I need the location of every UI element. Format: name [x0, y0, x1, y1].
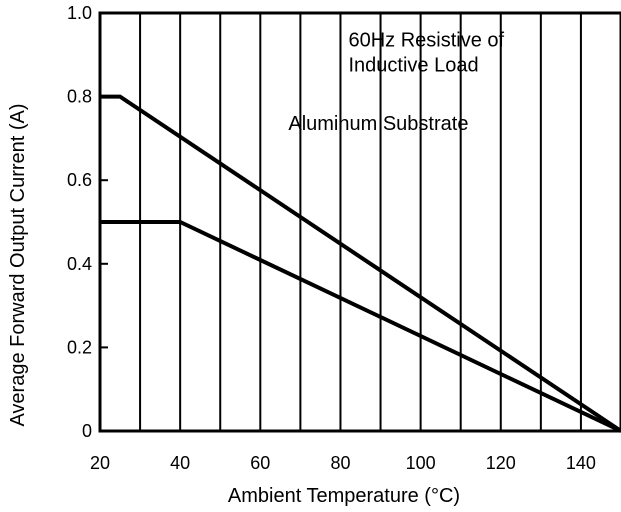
- plot-frame: [98, 11, 621, 433]
- annotation-1: Inductive Load: [348, 55, 478, 77]
- frame-layer: [98, 11, 621, 433]
- annotation-2: Aluminum Substrate: [288, 113, 468, 135]
- series-layer: [100, 94, 621, 433]
- x-axis-title: Ambient Temperature (°C): [228, 485, 460, 507]
- y-tick-label-4: 0.8: [67, 87, 92, 107]
- x-tick-label-1: 40: [170, 453, 190, 473]
- x-tick-label-5: 120: [486, 453, 516, 473]
- x-tick-label-0: 20: [90, 453, 110, 473]
- x-tick-label-6: 140: [566, 453, 596, 473]
- y-tick-label-0: 0: [82, 421, 92, 441]
- tick-layer: 0 0.2 0.4 0.6 0.8 1.0 20 40 60 80 100 120 140: [67, 3, 596, 473]
- x-tick-label-2: 60: [250, 453, 270, 473]
- series-line-0: [100, 94, 621, 433]
- annotation-layer: 60Hz Resistive of Inductive Load Aluminum …: [288, 29, 504, 135]
- y-tick-label-3: 0.6: [67, 170, 92, 190]
- grid-layer: [139, 13, 582, 431]
- y-tick-label-1: 0.2: [67, 337, 92, 357]
- x-tick-label-4: 100: [406, 453, 436, 473]
- y-axis-title: Average Forward Output Current (A): [7, 103, 29, 426]
- y-tick-label-2: 0.4: [67, 254, 92, 274]
- y-tick-label-5: 1.0: [67, 3, 92, 23]
- series-line-1: [100, 220, 621, 433]
- x-tick-label-3: 80: [330, 453, 350, 473]
- annotation-0: 60Hz Resistive of: [348, 29, 504, 51]
